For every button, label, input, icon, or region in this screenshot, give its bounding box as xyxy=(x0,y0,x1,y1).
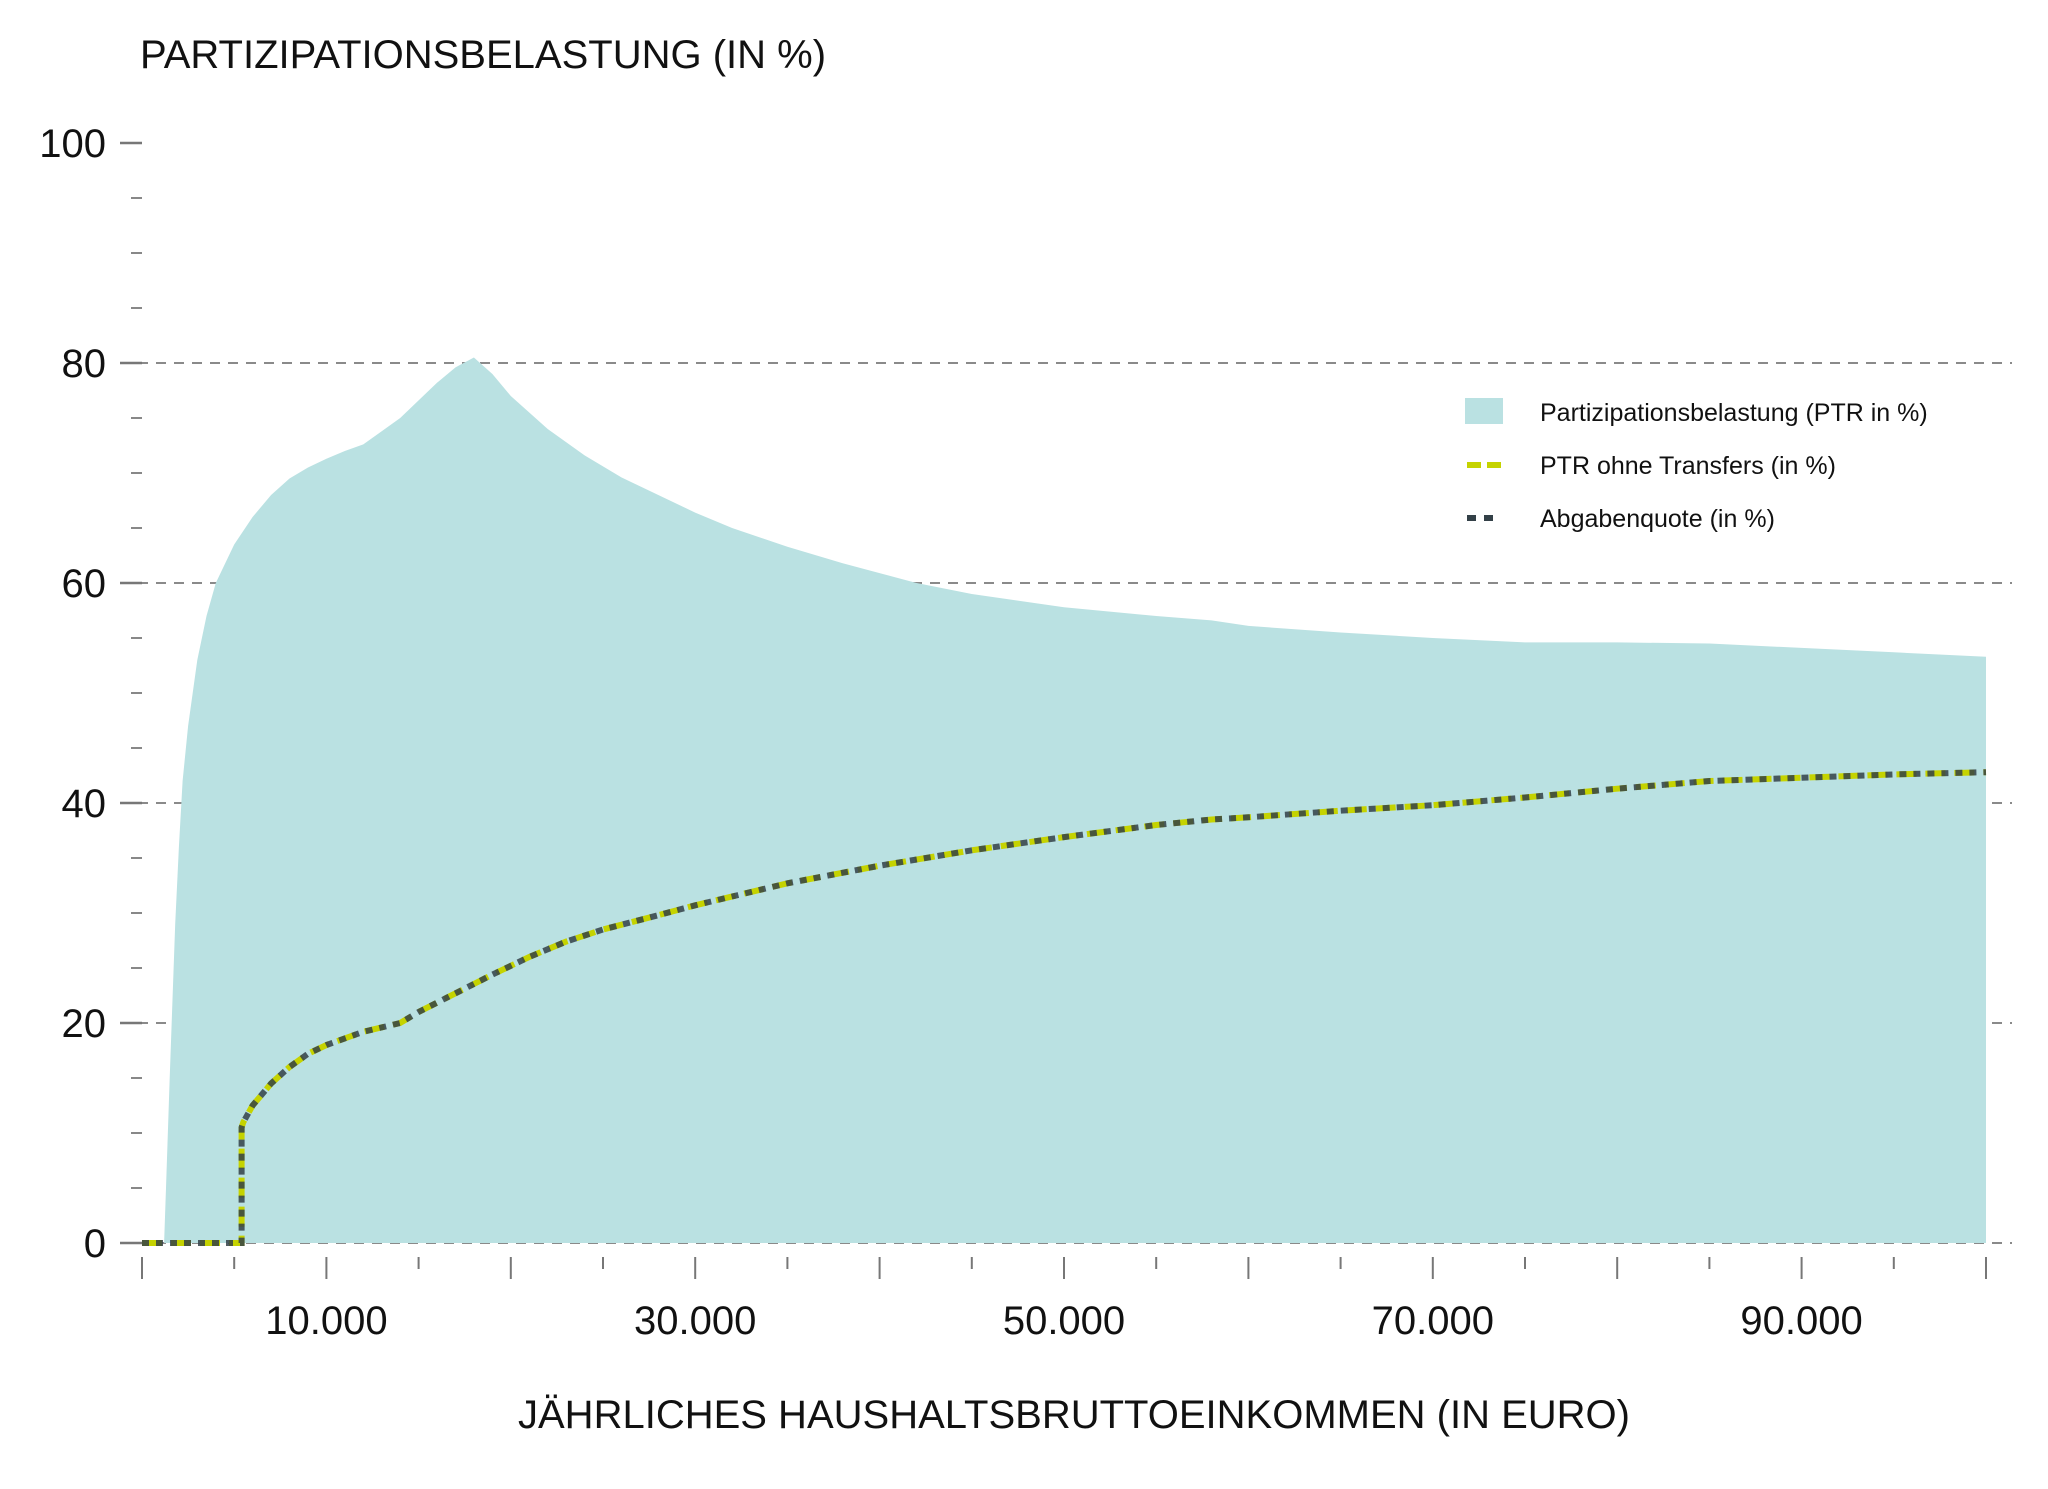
y-tick-label-0: 0 xyxy=(84,1222,106,1266)
x-tick-label-2: 50.000 xyxy=(1003,1299,1125,1343)
ptr-area-layer xyxy=(142,357,1986,1243)
y-tick-label-80: 80 xyxy=(62,342,107,386)
abgabenquote-line xyxy=(142,769,1987,1246)
y-axis: 0 20 40 60 80 100 xyxy=(39,122,142,1266)
y-axis-title: PARTIZIPATIONSBELASTUNG (IN %) xyxy=(140,33,826,77)
x-axis-title: JÄHRLICHES HAUSHALTSBRUTTOEINKOMMEN (IN … xyxy=(518,1393,1630,1437)
x-tick-label-1: 30.000 xyxy=(634,1299,756,1343)
ptr-area xyxy=(142,357,1986,1243)
x-tick-label-3: 70.000 xyxy=(1372,1299,1494,1343)
legend-swatch-ptr-area xyxy=(1465,398,1503,424)
legend-label-1: PTR ohne Transfers (in %) xyxy=(1540,452,1836,480)
legend-label-0: Partizipationsbelastung (PTR in %) xyxy=(1540,399,1928,427)
y-tick-label-40: 40 xyxy=(62,782,107,826)
y-tick-label-100: 100 xyxy=(39,122,106,166)
x-tick-label-0: 10.000 xyxy=(265,1299,387,1343)
legend-label-2: Abgabenquote (in %) xyxy=(1540,505,1775,533)
line-layer xyxy=(142,769,1987,1246)
y-tick-label-60: 60 xyxy=(62,562,107,606)
x-tick-label-4: 90.000 xyxy=(1740,1299,1862,1343)
y-tick-label-20: 20 xyxy=(62,1002,107,1046)
x-axis: 10.000 30.000 50.000 70.000 90.000 xyxy=(141,1257,1987,1343)
legend: Partizipationsbelastung (PTR in %) PTR oh… xyxy=(1465,398,1928,533)
